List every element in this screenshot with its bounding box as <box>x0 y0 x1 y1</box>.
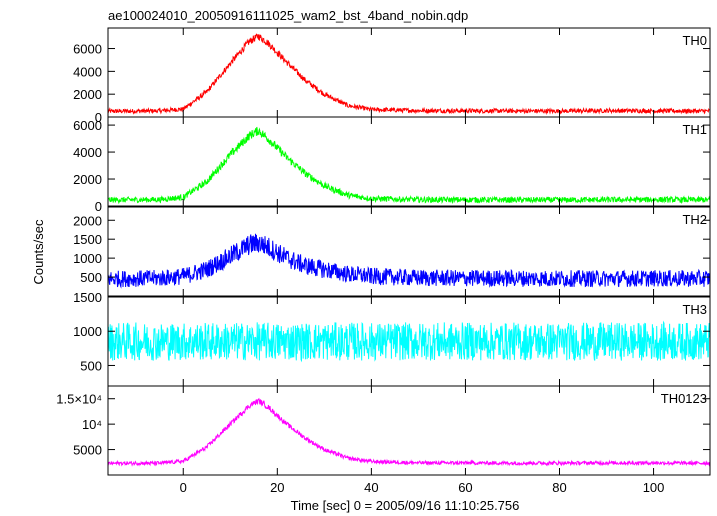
y-tick-label: 0 <box>95 110 102 125</box>
y-tick-label: 2000 <box>73 172 102 187</box>
series-line-th0123 <box>107 397 711 467</box>
y-tick-label: 1500 <box>73 232 102 247</box>
panel-label: TH1 <box>682 122 707 137</box>
x-tick-label: 20 <box>270 480 284 495</box>
panel-th0: 0 2000 4000 6000 TH0 <box>73 27 711 125</box>
y-tick-label: 500 <box>80 358 102 373</box>
series-line-th3 <box>107 320 711 363</box>
panel-label: TH0123 <box>661 391 707 406</box>
y-axis-label: Counts/sec <box>31 219 46 285</box>
x-tick-label: 60 <box>458 480 472 495</box>
panel-th0123: 5000 10⁴ 1.5×10⁴ TH0123 <box>56 385 711 476</box>
panel-frame <box>107 385 711 476</box>
series-line-th1 <box>107 126 711 205</box>
panel-frame <box>107 27 711 118</box>
y-tick-label: 10⁴ <box>82 417 102 432</box>
panel-th3: 500 1000 1500 TH3 <box>73 290 711 387</box>
x-tick-label: 80 <box>552 480 566 495</box>
x-axis-label: Time [sec] 0 = 2005/09/16 11:10:25.756 <box>291 498 520 513</box>
y-tick-label: 1500 <box>73 290 102 305</box>
y-tick-label: 2000 <box>73 213 102 228</box>
y-tick-label: 1.5×10⁴ <box>56 392 102 407</box>
panel-label: TH3 <box>682 302 707 317</box>
y-tick-label: 2000 <box>73 87 102 102</box>
y-tick-label: 1000 <box>73 251 102 266</box>
y-tick-label: 4000 <box>73 64 102 79</box>
chart-title: ae100024010_20050916111025_wam2_bst_4ban… <box>108 8 468 23</box>
y-tick-label: 5000 <box>73 443 102 458</box>
panel-label: TH2 <box>682 212 707 227</box>
panel-frame <box>107 206 711 297</box>
panel-frame <box>107 116 711 207</box>
series-line-th2 <box>107 233 711 289</box>
series-line-th0 <box>107 33 710 115</box>
y-tick-label: 6000 <box>73 118 102 133</box>
x-tick-label: 40 <box>364 480 378 495</box>
y-tick-label: 500 <box>80 270 102 285</box>
y-tick-label: 0 <box>95 199 102 214</box>
x-tick-label: 0 <box>180 480 187 495</box>
panel-th1: 0 2000 4000 6000 TH1 <box>73 116 711 214</box>
panel-th2: 500 1000 1500 2000 TH2 <box>73 206 711 297</box>
x-tick-label: 100 <box>643 480 665 495</box>
y-tick-label: 4000 <box>73 145 102 160</box>
y-tick-label: 6000 <box>73 42 102 57</box>
y-tick-label: 1000 <box>73 324 102 339</box>
panel-label: TH0 <box>682 33 707 48</box>
